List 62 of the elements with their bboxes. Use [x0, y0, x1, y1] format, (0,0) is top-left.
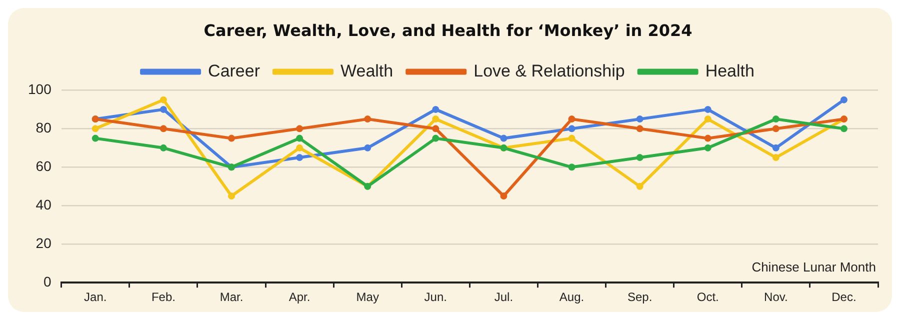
point [364, 144, 372, 152]
x-axis-title: Chinese Lunar Month [752, 260, 876, 275]
point [840, 125, 848, 132]
x-tick-label: Nov. [764, 290, 788, 304]
point [160, 106, 167, 113]
point [772, 144, 780, 152]
x-tick-label: Feb. [151, 290, 176, 304]
point [432, 116, 440, 123]
x-tick-label: Jun. [424, 290, 447, 304]
x-tick-label: Jul. [494, 290, 514, 304]
x-tick-label: Apr. [288, 290, 310, 304]
y-tick-label: 80 [36, 120, 52, 136]
point [296, 154, 304, 162]
point [364, 116, 372, 123]
x-tick-label: Mar. [220, 290, 244, 304]
point [636, 125, 644, 132]
point [840, 96, 848, 104]
x-tick-label: Sep. [627, 290, 652, 304]
legend-label: Career [208, 61, 260, 80]
point [296, 125, 304, 132]
point [228, 134, 235, 142]
y-tick-label: 0 [44, 273, 52, 290]
y-tick-label: 20 [36, 234, 52, 251]
point [92, 134, 99, 142]
point [296, 144, 304, 152]
y-tick-label: 100 [28, 81, 52, 98]
x-tick-label: Jan. [84, 290, 107, 304]
legend-label: Love & Relationship [474, 61, 625, 80]
point [432, 106, 440, 113]
point [704, 116, 712, 123]
chart-title: Career, Wealth, Love, and Health for ‘Monkey’ in 2024 [204, 20, 692, 40]
x-tick-label: Dec. [832, 290, 856, 304]
point [772, 125, 780, 132]
point [568, 134, 576, 142]
point [704, 144, 712, 152]
point [160, 125, 167, 132]
y-tick-label: 40 [36, 196, 52, 212]
point [432, 134, 440, 142]
point [228, 192, 235, 200]
point [636, 182, 644, 190]
point [500, 192, 508, 200]
point [160, 96, 167, 104]
point [568, 164, 576, 171]
point [296, 134, 304, 142]
point [704, 106, 712, 113]
x-tick-label: May [356, 290, 379, 304]
x-tick-label: Oct. [696, 290, 719, 304]
legend-label: Health [705, 61, 754, 80]
point [772, 154, 780, 162]
point [772, 116, 780, 123]
point [568, 125, 576, 132]
x-tick-label: Aug. [559, 290, 584, 304]
point [92, 125, 99, 132]
point [636, 116, 644, 123]
point [432, 125, 440, 132]
point [568, 116, 576, 123]
point [160, 144, 167, 152]
point [704, 134, 712, 142]
y-tick-label: 60 [36, 158, 52, 174]
point [636, 154, 644, 162]
legend-label: Wealth [340, 61, 394, 80]
point [500, 134, 508, 142]
